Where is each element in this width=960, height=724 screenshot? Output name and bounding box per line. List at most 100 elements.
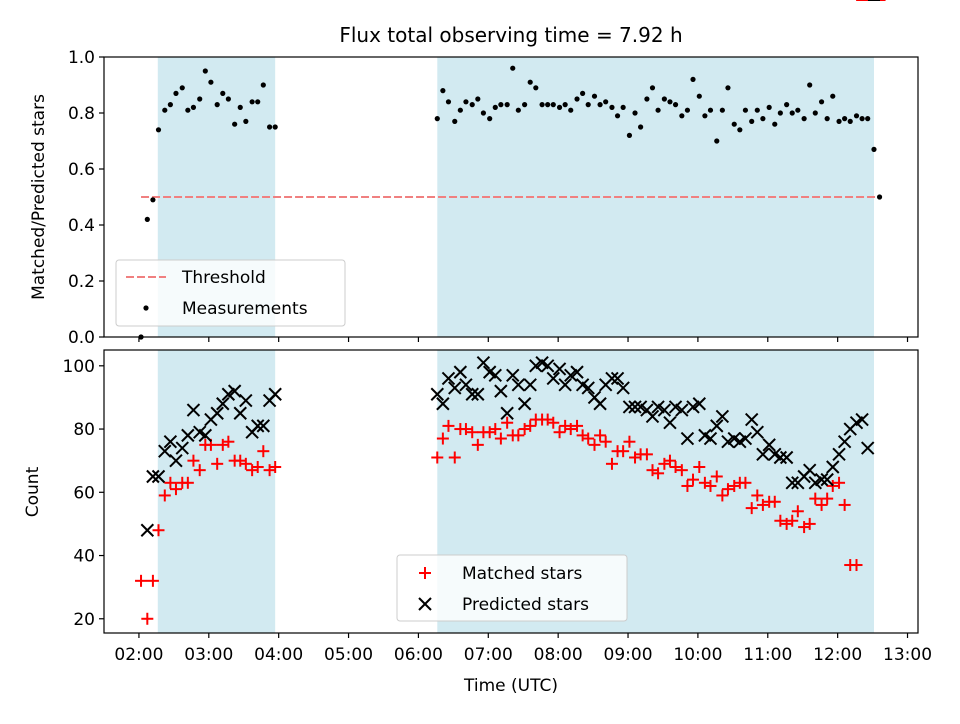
bottom-panel: 20 40 60 80 100 02:00 03:00 04:00 05:00 06:00 07:… — [23, 0, 932, 696]
measurement-point — [591, 93, 598, 99]
predicted-star-marker — [628, 400, 642, 414]
measurement-point — [626, 132, 633, 138]
matched-star-marker — [158, 489, 171, 502]
measurement-point — [190, 104, 197, 110]
x-axis-label: Time (UTC) — [463, 676, 558, 696]
measurement-point — [784, 102, 790, 108]
measurement-point — [620, 104, 626, 110]
predicted-star-marker — [860, 441, 875, 455]
matched-star-marker — [588, 438, 601, 451]
matched-star-marker — [791, 505, 804, 518]
predicted-star-marker — [802, 463, 817, 477]
y-tick-label: 40 — [73, 547, 95, 567]
matched-star-marker — [152, 524, 165, 537]
measurement-point — [876, 194, 883, 200]
predicted-star-marker — [158, 444, 172, 458]
measurement-point — [667, 99, 673, 105]
predicted-star-marker — [808, 476, 822, 490]
predicted-star-marker — [210, 406, 224, 420]
matched-star-marker — [599, 435, 612, 448]
measurement-point — [550, 102, 556, 108]
predicted-star-marker — [855, 412, 869, 427]
predicted-star-marker — [605, 371, 619, 386]
top-y-axis-label: Matched/Predicted stars — [29, 94, 49, 300]
predicted-star-marker — [494, 384, 508, 398]
predicted-star-marker — [227, 384, 242, 398]
predicted-star-markers — [140, 0, 880, 537]
measurement-point — [533, 85, 539, 91]
predicted-star-marker — [564, 368, 578, 383]
predicted-star-marker — [251, 419, 265, 433]
measurement-point — [504, 102, 510, 108]
predicted-star-marker — [471, 387, 485, 401]
matched-star-marker — [675, 464, 688, 477]
measurement-point — [220, 90, 226, 96]
matched-star-marker — [745, 502, 758, 515]
predicted-star-marker — [616, 381, 630, 395]
x-tick-label: 11:00 — [743, 645, 792, 665]
measurement-point — [498, 102, 504, 108]
measurement-point — [545, 102, 551, 108]
measurement-point — [440, 88, 446, 94]
predicted-star-marker — [686, 400, 700, 414]
legend-predicted-swatch — [418, 597, 432, 611]
predicted-star-marker — [552, 362, 567, 376]
measurement-point — [795, 107, 801, 113]
measurement-point — [807, 82, 813, 88]
measurement-point — [655, 107, 661, 113]
predicted-star-marker — [488, 368, 502, 383]
bottom-x-ticks: 02:00 03:00 04:00 05:00 06:00 07:00 08:00 09:00… — [114, 633, 932, 665]
matched-star-marker — [448, 451, 461, 464]
matched-star-marker — [501, 416, 514, 429]
top-axes-frame — [103, 56, 919, 338]
predicted-star-marker — [593, 397, 607, 411]
predicted-star-marker — [268, 387, 282, 401]
chart-title: Flux total observing time = 7.92 h — [339, 23, 682, 47]
measurement-point — [690, 76, 696, 82]
top-y-ticks: 0.0 0.2 0.4 0.6 0.8 1.0 — [68, 48, 104, 348]
predicted-star-marker — [622, 400, 637, 414]
measurement-point — [574, 96, 580, 102]
predicted-star-marker — [529, 359, 543, 373]
measurement-point — [772, 121, 778, 127]
measurement-point — [754, 107, 760, 113]
predicted-star-marker — [465, 387, 479, 401]
measurement-point — [847, 118, 853, 124]
x-tick-label: 12:00 — [813, 645, 862, 665]
measurement-point — [249, 99, 255, 105]
matched-star-marker — [141, 612, 154, 625]
predicted-star-marker — [430, 387, 444, 401]
predicted-star-marker — [645, 409, 660, 424]
x-tick-label: 13:00 — [883, 645, 932, 665]
measurement-point — [272, 124, 278, 130]
measurement-point — [150, 197, 156, 203]
x-tick-label: 06:00 — [394, 645, 443, 665]
measurement-point — [562, 102, 568, 108]
matched-star-marker — [512, 429, 525, 442]
measurement-point — [173, 90, 179, 96]
predicted-star-marker — [140, 523, 155, 537]
measurement-point — [731, 121, 737, 127]
matched-star-marker — [756, 498, 769, 511]
matched-star-marker — [838, 498, 851, 511]
matched-star-marker — [739, 476, 752, 489]
predicted-star-marker — [163, 434, 178, 449]
top-legend-box — [115, 259, 346, 327]
measurement-point — [719, 107, 725, 113]
matched-star-marker — [833, 476, 846, 489]
top-panel: 0.0 0.2 0.4 0.6 0.8 1.0 Matched/Predicted sta… — [29, 48, 919, 348]
measurement-point — [609, 104, 615, 110]
predicted-star-marker — [436, 397, 450, 411]
measurement-point — [167, 102, 173, 108]
predicted-star-marker — [675, 403, 689, 417]
measurement-point — [842, 116, 848, 122]
predicted-star-marker — [239, 393, 253, 408]
measurement-point — [766, 104, 772, 110]
y-tick-label: 20 — [73, 610, 95, 630]
predicted-star-marker — [448, 381, 462, 395]
bottom-axes-frame — [103, 349, 919, 634]
measurement-point — [487, 116, 493, 122]
predicted-star-marker — [762, 438, 776, 452]
legend-predicted-label: Predicted stars — [462, 595, 589, 615]
predicted-star-marker — [651, 400, 665, 414]
